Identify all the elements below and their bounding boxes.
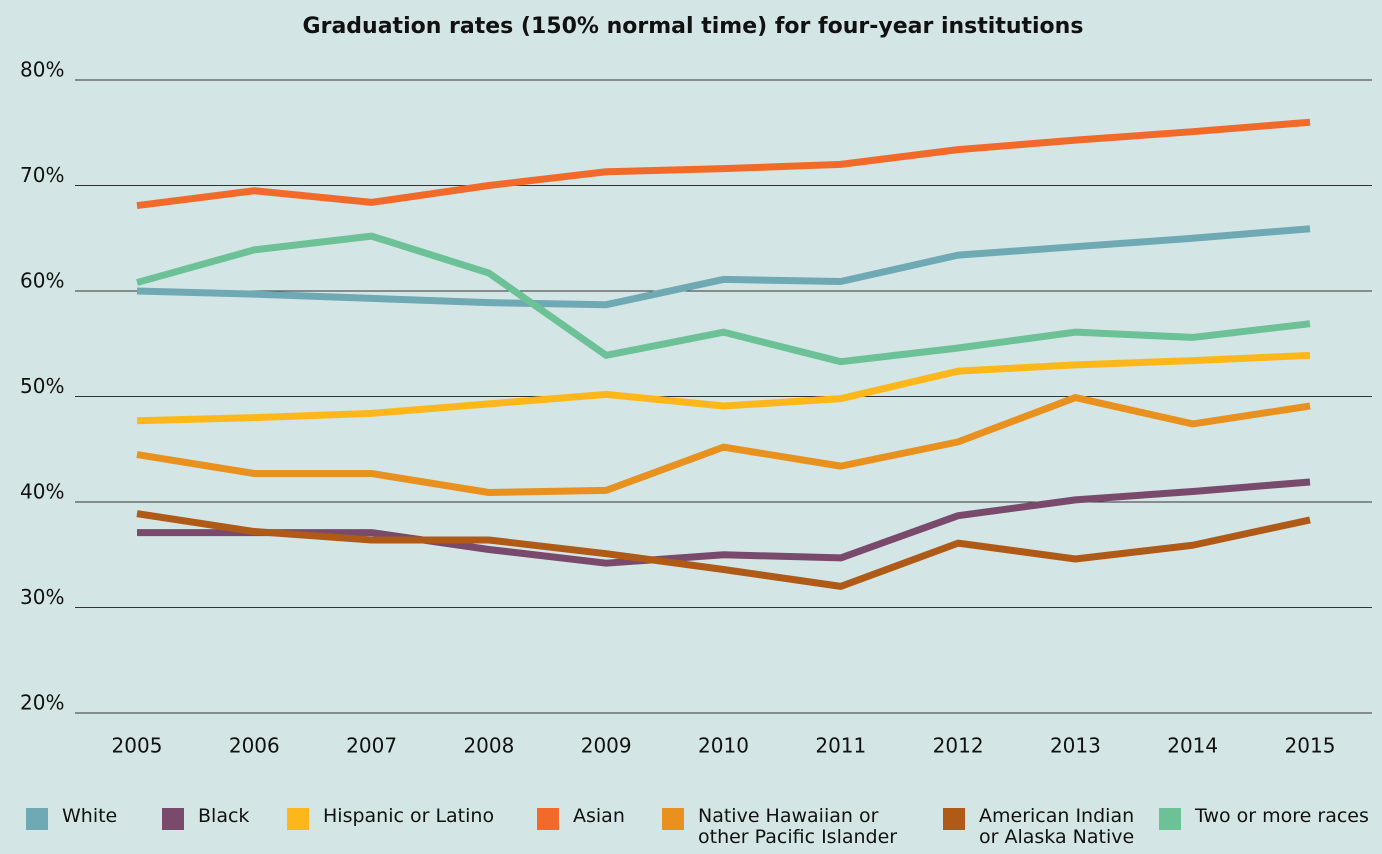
legend-swatch: [943, 808, 965, 830]
legend-item: American Indian or Alaska Native: [943, 806, 1149, 848]
legend-label: Native Hawaiian or other Pacific Islande…: [698, 805, 898, 848]
x-tick-label: 2014: [1167, 734, 1218, 758]
legend-label: White: [62, 805, 118, 827]
x-tick-label: 2012: [933, 734, 984, 758]
x-tick-label: 2006: [229, 734, 280, 758]
legend-swatch: [662, 808, 684, 830]
y-tick-label: 30%: [20, 585, 64, 609]
x-tick-label: 2008: [463, 734, 514, 758]
series-line: [136, 510, 1311, 590]
legend-swatch: [162, 808, 184, 830]
x-tick-label: 2011: [815, 734, 866, 758]
series-line: [136, 232, 1311, 366]
y-tick-label: 20%: [20, 691, 64, 715]
y-tick-label: 70%: [20, 163, 64, 187]
series-line: [136, 225, 1311, 309]
legend-label: American Indian or Alaska Native: [979, 805, 1135, 848]
legend-item: Black: [162, 806, 298, 830]
legend-swatch: [287, 808, 309, 830]
series-line: [136, 118, 1311, 210]
legend-swatch: [26, 808, 48, 830]
y-tick-label: 50%: [20, 374, 64, 398]
y-tick-label: 40%: [20, 480, 64, 504]
x-tick-label: 2009: [581, 734, 632, 758]
legend-label: Hispanic or Latino: [323, 805, 495, 827]
legend-label: Asian: [573, 805, 625, 827]
series-line: [136, 351, 1311, 425]
legend-item: Native Hawaiian or other Pacific Islande…: [662, 806, 903, 848]
legend-swatch: [537, 808, 559, 830]
x-tick-label: 2005: [112, 734, 163, 758]
legend-swatch: [1159, 808, 1181, 830]
x-tick-label: 2015: [1285, 734, 1336, 758]
x-tick-label: 2007: [346, 734, 397, 758]
legend-item: Asian: [537, 806, 673, 830]
legend-item: Two or more races: [1159, 806, 1382, 830]
legend-item: White: [26, 806, 152, 830]
series-line: [136, 394, 1311, 497]
y-tick-label: 60%: [20, 269, 64, 293]
x-tick-label: 2010: [698, 734, 749, 758]
series-line: [137, 478, 1311, 567]
chart-title: Graduation rates (150% normal time) for …: [303, 14, 1084, 39]
legend-item: Hispanic or Latino: [287, 806, 543, 830]
x-tick-label: 2013: [1050, 734, 1101, 758]
legend-label: Black: [198, 805, 250, 827]
legend-label: Two or more races: [1195, 805, 1369, 827]
y-tick-label: 80%: [20, 58, 64, 82]
